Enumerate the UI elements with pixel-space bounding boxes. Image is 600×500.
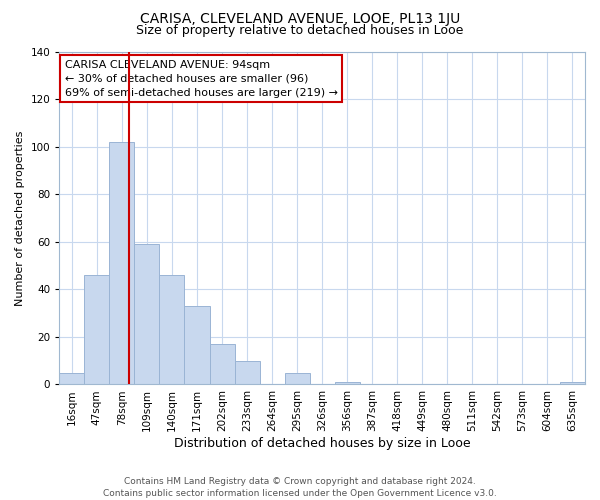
X-axis label: Distribution of detached houses by size in Looe: Distribution of detached houses by size … xyxy=(174,437,470,450)
Text: CARISA, CLEVELAND AVENUE, LOOE, PL13 1JU: CARISA, CLEVELAND AVENUE, LOOE, PL13 1JU xyxy=(140,12,460,26)
Bar xyxy=(160,275,184,384)
Text: Contains HM Land Registry data © Crown copyright and database right 2024.
Contai: Contains HM Land Registry data © Crown c… xyxy=(103,476,497,498)
Bar xyxy=(235,360,260,384)
Bar xyxy=(560,382,585,384)
Bar xyxy=(134,244,160,384)
Bar xyxy=(335,382,360,384)
Bar xyxy=(284,372,310,384)
Bar xyxy=(209,344,235,385)
Bar xyxy=(184,306,209,384)
Bar xyxy=(109,142,134,384)
Bar xyxy=(59,372,85,384)
Y-axis label: Number of detached properties: Number of detached properties xyxy=(15,130,25,306)
Bar xyxy=(85,275,109,384)
Text: Size of property relative to detached houses in Looe: Size of property relative to detached ho… xyxy=(136,24,464,37)
Text: CARISA CLEVELAND AVENUE: 94sqm
← 30% of detached houses are smaller (96)
69% of : CARISA CLEVELAND AVENUE: 94sqm ← 30% of … xyxy=(65,60,338,98)
